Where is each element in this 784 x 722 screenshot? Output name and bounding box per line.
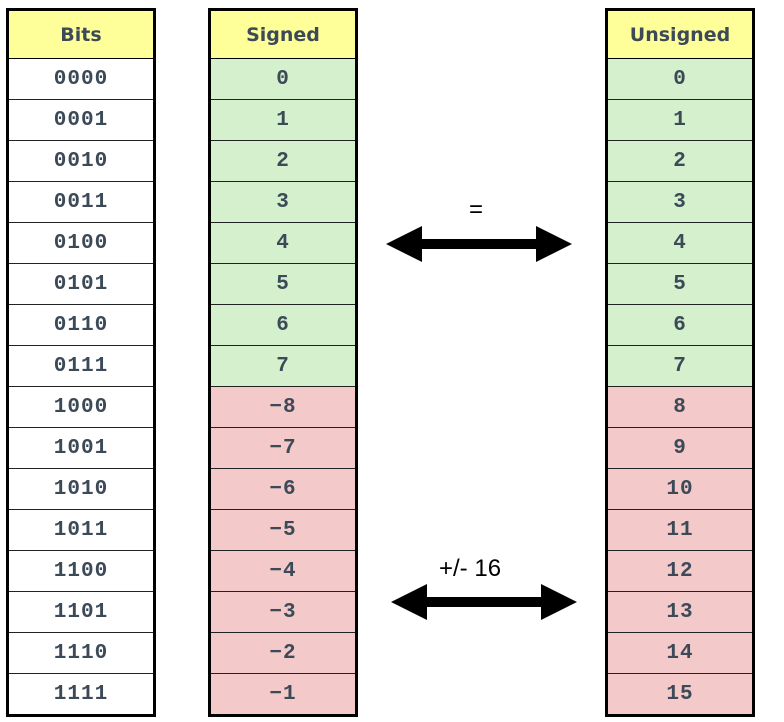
unsigned-cell: 13 (608, 592, 752, 633)
unsigned-cell: 1 (608, 100, 752, 141)
unsigned-cell: 10 (608, 469, 752, 510)
signed-cell: −6 (211, 469, 355, 510)
signed-cell: −7 (211, 428, 355, 469)
unsigned-cell: 4 (608, 223, 752, 264)
unsigned-cell: 9 (608, 428, 752, 469)
signed-cells: 0 1 2 3 4 5 6 7 −8 −7 −6 −5 −4 −3 −2 −1 (211, 59, 355, 714)
bits-cell: 1011 (9, 510, 153, 551)
signed-column: Signed 0 1 2 3 4 5 6 7 −8 −7 −6 −5 −4 −3 −2 −1 (208, 8, 358, 717)
bits-header: Bits (9, 11, 153, 59)
bits-cell: 0101 (9, 264, 153, 305)
bits-cell: 1100 (9, 551, 153, 592)
bits-cell: 1000 (9, 387, 153, 428)
offset-double-arrow-icon (391, 584, 577, 620)
bits-cell: 1001 (9, 428, 153, 469)
signed-cell: 6 (211, 305, 355, 346)
signed-header: Signed (211, 11, 355, 59)
unsigned-cell: 6 (608, 305, 752, 346)
offset-label: +/- 16 (439, 555, 502, 582)
unsigned-column: Unsigned 0 1 2 3 4 5 6 7 8 9 10 11 12 13 14 15 (605, 8, 755, 717)
signed-cell: −1 (211, 674, 355, 714)
unsigned-cell: 0 (608, 59, 752, 100)
bits-cell: 1010 (9, 469, 153, 510)
bits-cell: 0111 (9, 346, 153, 387)
signed-cell: 1 (211, 100, 355, 141)
signed-cell: −4 (211, 551, 355, 592)
signed-cell: 0 (211, 59, 355, 100)
bits-column: Bits 0000 0001 0010 0011 0100 0101 0110 0111 100… (6, 8, 156, 717)
signed-cell: −8 (211, 387, 355, 428)
bits-cell: 1111 (9, 674, 153, 714)
bits-cell: 0100 (9, 223, 153, 264)
unsigned-cell: 2 (608, 141, 752, 182)
signed-cell: −5 (211, 510, 355, 551)
bits-cell: 0011 (9, 182, 153, 223)
unsigned-cell: 7 (608, 346, 752, 387)
bits-cell: 1110 (9, 633, 153, 674)
unsigned-cells: 0 1 2 3 4 5 6 7 8 9 10 11 12 13 14 15 (608, 59, 752, 714)
unsigned-cell: 5 (608, 264, 752, 305)
unsigned-cell: 8 (608, 387, 752, 428)
bits-cell: 1101 (9, 592, 153, 633)
signed-cell: 4 (211, 223, 355, 264)
unsigned-header: Unsigned (608, 11, 752, 59)
unsigned-cell: 15 (608, 674, 752, 714)
signed-cell: 7 (211, 346, 355, 387)
signed-cell: −3 (211, 592, 355, 633)
unsigned-cell: 11 (608, 510, 752, 551)
unsigned-cell: 3 (608, 182, 752, 223)
bits-cell: 0000 (9, 59, 153, 100)
bits-cells: 0000 0001 0010 0011 0100 0101 0110 0111 1000 1001… (9, 59, 153, 714)
unsigned-cell: 12 (608, 551, 752, 592)
equal-label: = (469, 196, 484, 223)
signed-cell: 5 (211, 264, 355, 305)
signed-cell: −2 (211, 633, 355, 674)
equal-double-arrow-icon (386, 226, 572, 262)
signed-cell: 3 (211, 182, 355, 223)
bits-cell: 0010 (9, 141, 153, 182)
bits-cell: 0001 (9, 100, 153, 141)
signed-cell: 2 (211, 141, 355, 182)
bits-cell: 0110 (9, 305, 153, 346)
unsigned-cell: 14 (608, 633, 752, 674)
